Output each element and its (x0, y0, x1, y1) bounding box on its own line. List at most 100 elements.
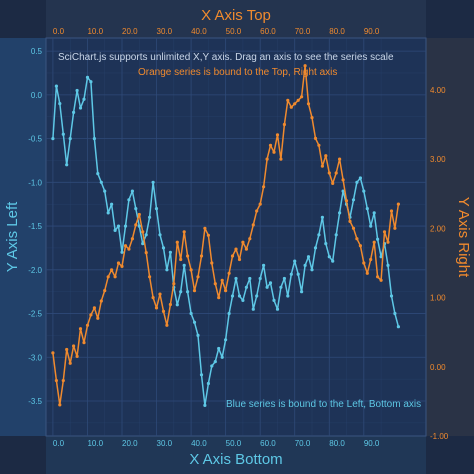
y-right-tick-label: 3.00 (430, 155, 446, 164)
blue-series-point (110, 202, 114, 206)
x-bottom-tick-label: 80.0 (329, 439, 345, 448)
blue-series-point (186, 290, 190, 294)
orange-series-point (396, 202, 400, 206)
x-bottom-tick-label: 40.0 (191, 439, 207, 448)
blue-series-point (358, 176, 362, 180)
orange-series-point (379, 278, 383, 282)
orange-series-point (134, 223, 138, 227)
blue-series-point (189, 311, 193, 316)
orange-series-point (389, 209, 394, 213)
orange-series-point (85, 323, 90, 327)
blue-series-point (217, 346, 221, 351)
x-bottom-tick-label: 90.0 (364, 439, 380, 448)
blue-series-point (355, 180, 359, 184)
top-axis-band[interactable] (46, 0, 426, 38)
orange-series-point (355, 237, 359, 241)
series-layer (51, 64, 400, 407)
blue-series-point (78, 106, 83, 110)
orange-series-point (92, 306, 96, 310)
right-axis-band[interactable] (426, 38, 474, 436)
y-left-tick-label: -1.5 (28, 222, 42, 231)
bottom-axis-band[interactable] (46, 436, 426, 474)
orange-series-point (248, 237, 252, 241)
blue-series-point (289, 272, 293, 276)
blue-series-point (106, 211, 110, 215)
blue-series-point (334, 233, 338, 237)
left-axis-band[interactable] (0, 38, 46, 436)
y-left-tick-label: -1.0 (28, 178, 42, 187)
x-axis-bottom-title: X Axis Bottom (189, 451, 282, 468)
plot-area[interactable] (45, 37, 427, 437)
y-left-tick-label: 0.5 (31, 47, 43, 56)
orange-series-point (338, 157, 342, 161)
orange-series-point (334, 171, 338, 175)
x-top-tick-label: 10.0 (87, 27, 103, 36)
x-bottom-tick-label: 10.0 (87, 439, 103, 448)
x-top-tick-label: 50.0 (226, 27, 242, 36)
blue-series-point (120, 250, 124, 254)
blue-series-point (230, 294, 235, 298)
blue-series-point (99, 180, 103, 184)
orange-series-point (227, 271, 231, 275)
orange-series-point (151, 296, 155, 300)
blue-series-point (196, 333, 200, 337)
blue-series-point (168, 250, 172, 254)
blue-series-point (54, 84, 59, 88)
x-bottom-tick-label: 70.0 (295, 439, 311, 448)
y-right-tick-label: 4.00 (430, 86, 446, 95)
orange-series-point (224, 289, 228, 293)
blue-series-point (255, 294, 259, 298)
y-axis-left-title: Y Axis Left (4, 201, 21, 272)
blue-series-point (379, 255, 383, 259)
blue-series-point (303, 263, 307, 267)
orange-series-point (127, 247, 131, 251)
orange-series-point (210, 261, 214, 265)
blue-series-point (376, 237, 380, 241)
blue-series-point (210, 364, 214, 368)
blue-series-point (279, 285, 283, 289)
x-top-tick-label: 40.0 (191, 27, 207, 36)
y-right-tick-label: 2.00 (430, 224, 446, 233)
orange-series-point (279, 157, 283, 161)
blue-series-point (268, 281, 273, 285)
y-right-tick-label: -1.00 (430, 432, 449, 441)
orange-series-point (213, 282, 217, 286)
orange-series-point (54, 379, 59, 383)
orange-series-point (293, 102, 297, 106)
blue-series-point (82, 97, 86, 101)
orange-series-point (89, 313, 93, 317)
blue-series-point (199, 373, 204, 377)
annotation-blue: Blue series is bound to the Left, Bottom… (226, 399, 421, 410)
orange-series-point (234, 247, 238, 251)
blue-series-point (396, 325, 400, 329)
blue-series-point (130, 189, 134, 193)
orange-series-point (289, 105, 293, 109)
orange-series-point (275, 133, 280, 137)
orange-series-point (369, 257, 373, 262)
blue-series-point (179, 290, 183, 294)
orange-series-point (382, 230, 387, 234)
orange-series-point (113, 275, 117, 279)
orange-series-point (341, 178, 345, 182)
blue-series-point (61, 132, 65, 136)
blue-series-point (296, 272, 300, 276)
orange-series-point (265, 157, 269, 161)
blue-series-point (227, 311, 231, 316)
orange-series-point (99, 299, 103, 303)
orange-series-point (186, 254, 190, 258)
blue-series-point (286, 294, 290, 298)
y-left-tick-label: 0.0 (31, 91, 43, 100)
blue-series-point (116, 224, 121, 228)
blue-series-point (89, 80, 93, 84)
orange-series-point (317, 143, 321, 147)
y-left-tick-label: -3.0 (28, 353, 42, 362)
blue-series-point (265, 285, 269, 289)
orange-series-point (58, 403, 62, 407)
orange-series-point (255, 209, 259, 213)
orange-series-point (320, 164, 324, 168)
orange-series-point (182, 230, 186, 234)
orange-series-point (376, 275, 380, 279)
blue-series-point (300, 290, 304, 294)
orange-series-point (220, 278, 224, 282)
